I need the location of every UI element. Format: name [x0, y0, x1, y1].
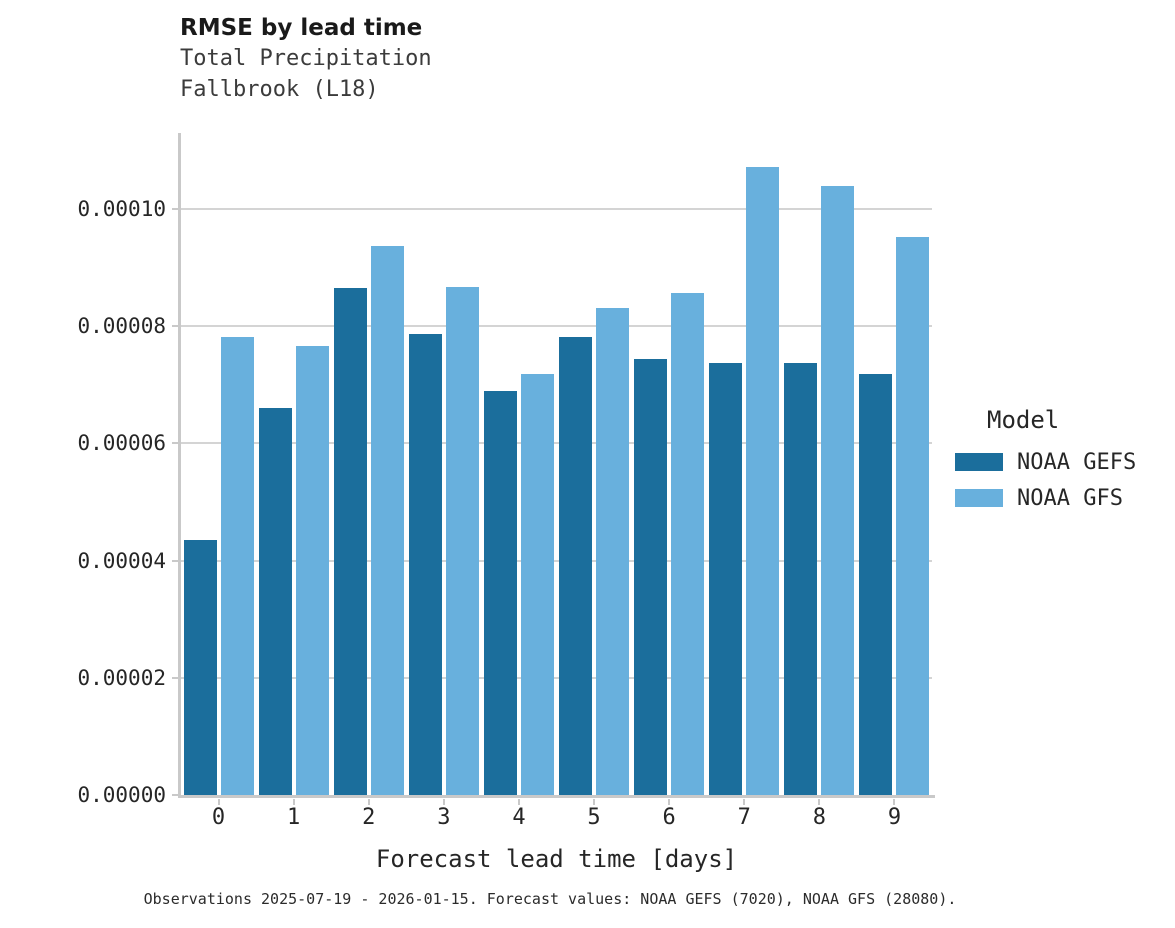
y-tick-label: 0.00006	[77, 431, 166, 456]
y-tick-label: 0.00000	[77, 783, 166, 807]
y-tick-label: 0.00002	[77, 665, 166, 690]
bar	[295, 345, 329, 795]
title-block: RMSE by lead time Total Precipitation Fa…	[180, 14, 940, 105]
legend-item[interactable]: NOAA GFS	[955, 482, 1170, 514]
x-tick-mark	[668, 799, 671, 805]
legend-swatch-icon	[955, 489, 1003, 507]
legend-title: Model	[987, 406, 1060, 434]
gridline	[181, 208, 932, 211]
x-tick-label: 5	[587, 805, 601, 830]
x-axis-title: Forecast lead time [days]	[375, 845, 738, 873]
x-tick-mark	[367, 799, 370, 805]
bar	[746, 166, 780, 795]
x-tick-mark	[292, 799, 295, 805]
y-tick-label: 0.00010	[77, 197, 166, 222]
y-tick-mark	[172, 559, 179, 562]
y-tick-label: 0.00004	[77, 548, 166, 573]
bar	[821, 185, 855, 795]
bar	[671, 292, 705, 795]
x-tick-mark	[743, 799, 746, 805]
x-tick-mark	[818, 799, 821, 805]
bar	[370, 246, 404, 795]
y-tick-mark	[172, 325, 179, 328]
bar	[408, 333, 442, 795]
y-axis-line	[178, 133, 181, 795]
bar	[596, 308, 630, 795]
x-axis-tick-labels: 0 1 2 3 4 5 6 7 8 9	[181, 799, 932, 837]
x-tick-mark	[217, 799, 220, 805]
footer-caption: Observations 2025-07-19 - 2026-01-15. Fo…	[143, 890, 957, 908]
y-tick-mark	[172, 442, 179, 445]
legend-item[interactable]: NOAA GEFS	[955, 446, 1170, 478]
legend-item-label: NOAA GFS	[1017, 485, 1123, 511]
page-title: RMSE by lead time	[180, 15, 423, 41]
bar	[258, 408, 292, 795]
x-axis-line	[178, 795, 935, 798]
x-tick-mark	[593, 799, 596, 805]
gridline	[181, 559, 932, 562]
bar	[220, 337, 254, 795]
bar	[859, 374, 893, 795]
bar	[709, 362, 743, 795]
x-tick-label: 8	[812, 805, 826, 830]
gridline	[181, 325, 932, 328]
x-tick-label: 7	[737, 805, 751, 830]
x-tick-label: 4	[512, 805, 526, 830]
legend-item-label: NOAA GEFS	[1017, 449, 1137, 475]
bar	[483, 390, 517, 795]
bar	[896, 237, 930, 795]
y-tick-mark	[172, 794, 179, 796]
y-tick-mark	[172, 676, 179, 679]
gridline	[181, 442, 932, 445]
legend-swatch-icon	[955, 453, 1003, 471]
bar	[333, 288, 367, 795]
y-axis-tick-labels: 0.00000 0.00002 0.00004 0.00006 0.00008 0.000…	[0, 133, 166, 807]
bar	[520, 374, 554, 795]
bar	[784, 363, 818, 795]
x-tick-label: 6	[662, 805, 676, 830]
x-tick-label: 0	[211, 805, 226, 830]
x-tick-label: 3	[437, 805, 451, 830]
y-tick-label: 0.00008	[77, 314, 166, 339]
y-tick-mark	[172, 208, 179, 211]
bar	[559, 336, 593, 795]
chart-subtitle-variable: Total Precipitation	[180, 46, 432, 71]
bar	[634, 358, 668, 795]
bar	[183, 539, 217, 795]
chart-subtitle-location: Fallbrook (L18)	[180, 77, 379, 102]
gridline	[181, 676, 932, 679]
x-tick-mark	[517, 799, 520, 805]
x-tick-mark	[442, 799, 445, 805]
plot-area	[172, 133, 935, 798]
plot-background	[181, 133, 932, 795]
legend-entries: NOAA GEFS NOAA GFS	[955, 446, 1170, 514]
x-tick-label: 9	[887, 805, 902, 830]
x-tick-label: 2	[362, 805, 376, 830]
x-tick-label: 1	[287, 805, 301, 830]
x-tick-mark	[893, 799, 896, 805]
bar	[445, 286, 479, 795]
legend: Model NOAA GEFS NOAA GFS	[955, 406, 1170, 518]
